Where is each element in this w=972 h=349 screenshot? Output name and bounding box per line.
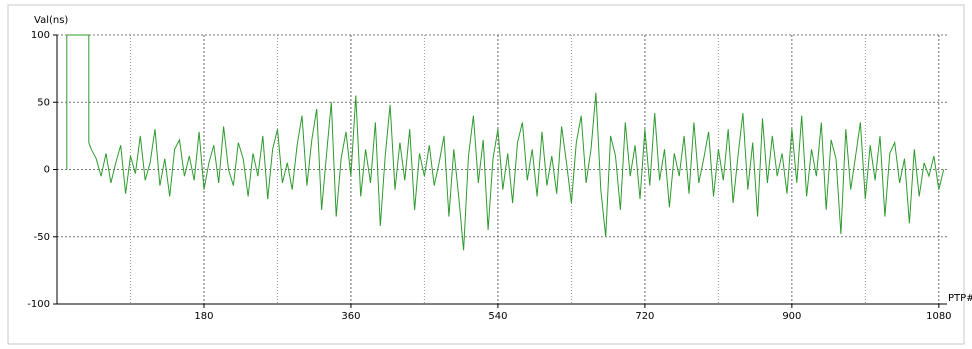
y-tick-label: 50 xyxy=(37,97,50,108)
frame xyxy=(7,4,965,345)
x-tick-label: 900 xyxy=(782,311,801,322)
y-tick-label: -100 xyxy=(27,299,50,310)
x-tick-label: 180 xyxy=(194,311,213,322)
x-tick-label: 360 xyxy=(341,311,360,322)
x-axis-label: PTP# xyxy=(948,293,972,304)
y-axis-label: Val(ns) xyxy=(34,15,68,26)
x-tick-label: 540 xyxy=(488,311,507,322)
x-tick-label: 1080 xyxy=(926,311,951,322)
y-tick-label: 0 xyxy=(44,165,50,176)
data-line xyxy=(66,34,945,251)
y-tick-label: 100 xyxy=(31,30,50,41)
x-tick-label: 720 xyxy=(635,311,654,322)
y-tick-label: -50 xyxy=(34,232,50,243)
